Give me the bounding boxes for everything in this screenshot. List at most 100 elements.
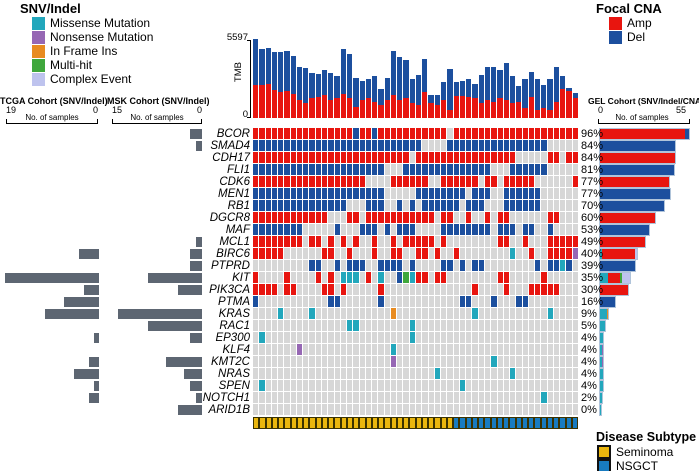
heatmap-cell: [328, 152, 334, 163]
tmb-bar-del-segment: [296, 66, 303, 101]
heatmap-cell: [390, 332, 397, 343]
heatmap-cell: [296, 236, 303, 247]
subtype-cell: [540, 417, 547, 429]
heatmap-cell: [259, 356, 265, 367]
heatmap-cell: [416, 152, 422, 163]
heatmap-cell: [441, 128, 447, 139]
heatmap-cell: [497, 248, 503, 259]
tmb-bar: [491, 66, 497, 118]
heatmap-cell: [453, 308, 459, 319]
heatmap-cell: [334, 392, 340, 403]
tcga-bar-row: [5, 356, 99, 368]
heatmap-cell: [478, 248, 484, 259]
heatmap-cell: [547, 236, 553, 247]
heatmap-cell: [491, 164, 497, 175]
heatmap-cell: [522, 344, 528, 355]
heatmap-cell: [541, 236, 547, 247]
heatmap-cell: [303, 284, 309, 295]
heatmap-cell: [478, 296, 484, 307]
heatmap-cell: [541, 344, 547, 355]
msk-bar-row: [112, 284, 202, 296]
heatmap-cell: [397, 320, 403, 331]
heatmap-cell: [303, 152, 309, 163]
tmb-bar-del-segment: [553, 66, 560, 102]
heatmap-cell: [315, 164, 321, 175]
heatmap-cell: [321, 344, 328, 355]
heatmap-cell: [315, 296, 321, 307]
heatmap-cell: [384, 284, 390, 295]
heatmap-cell: [397, 236, 403, 247]
heatmap-cell: [472, 308, 478, 319]
tmb-bar-del-segment: [428, 95, 434, 104]
heatmap-cell: [541, 128, 547, 139]
heatmap-cell: [553, 404, 560, 415]
heatmap-cell: [553, 188, 560, 199]
heatmap-cell: [416, 296, 422, 307]
heatmap-cell: [553, 260, 560, 271]
heatmap-cell: [572, 176, 578, 187]
heatmap-cell: [503, 272, 510, 283]
gel-bar: [599, 320, 606, 332]
heatmap-cell: [271, 212, 278, 223]
heatmap-cell: [466, 128, 472, 139]
focal-cna-legend-title: Focal CNA: [596, 1, 662, 16]
heatmap-cell: [347, 296, 353, 307]
heatmap-cell: [553, 200, 560, 211]
heatmap-cell: [278, 128, 284, 139]
heatmap-cell: [459, 356, 466, 367]
heatmap-cell: [572, 128, 578, 139]
heatmap-cell: [478, 224, 484, 235]
heatmap-cell: [491, 296, 497, 307]
heatmap-cell: [516, 368, 522, 379]
gene-percent: 77%: [581, 176, 604, 188]
heatmap-cell: [409, 248, 415, 259]
heatmap-cell: [478, 392, 484, 403]
tmb-bar-del-segment: [372, 76, 378, 102]
heatmap-cell: [278, 224, 284, 235]
heatmap-cell: [553, 308, 560, 319]
heatmap-cell: [535, 200, 541, 211]
heatmap-cell: [340, 272, 347, 283]
heatmap-cell: [466, 188, 472, 199]
gel-cohort-title: GEL Cohort (SNV/Indel/CNA): [588, 96, 699, 106]
heatmap-cell: [516, 200, 522, 211]
heatmap-cell: [547, 392, 553, 403]
heatmap-cell: [372, 392, 378, 403]
tmb-axis-tick-top: [247, 40, 251, 41]
subtype-cell: [334, 417, 341, 429]
heatmap-cell: [416, 128, 422, 139]
heatmap-cell: [340, 128, 347, 139]
heatmap-cell: [409, 284, 415, 295]
heatmap-cell: [484, 380, 491, 391]
gene-label: MAF: [225, 224, 250, 236]
heatmap-cell: [340, 140, 347, 151]
heatmap-cell: [353, 200, 359, 211]
gel-bar: [599, 284, 630, 296]
tmb-bar-amp-segment: [290, 93, 296, 118]
heatmap-cell: [535, 152, 541, 163]
tmb-bar-amp-segment: [334, 98, 340, 118]
heatmap-cell: [459, 212, 466, 223]
gel-bar-row: [599, 164, 693, 176]
heatmap-cell: [541, 140, 547, 151]
heatmap-cell: [390, 188, 397, 199]
gel-bar-segment: [600, 177, 669, 187]
heatmap-cell: [497, 272, 503, 283]
heatmap-cell: [472, 272, 478, 283]
heatmap-cell: [497, 188, 503, 199]
heatmap-cell: [296, 176, 303, 187]
msk-bar: [196, 141, 202, 151]
tmb-bar: [409, 79, 415, 118]
heatmap-cell: [403, 152, 409, 163]
heatmap-cell: [466, 392, 472, 403]
heatmap-cell: [290, 248, 296, 259]
heatmap-cell: [309, 320, 315, 331]
heatmap-cell: [284, 308, 290, 319]
heatmap-cell: [503, 344, 510, 355]
tmb-axis-tick-bottom: [247, 117, 251, 118]
tmb-bar-del-segment: [315, 74, 321, 97]
heatmap-cell: [378, 248, 384, 259]
tmb-bar-del-segment: [390, 50, 397, 96]
heatmap-cell: [572, 248, 578, 259]
heatmap-cell: [459, 164, 466, 175]
